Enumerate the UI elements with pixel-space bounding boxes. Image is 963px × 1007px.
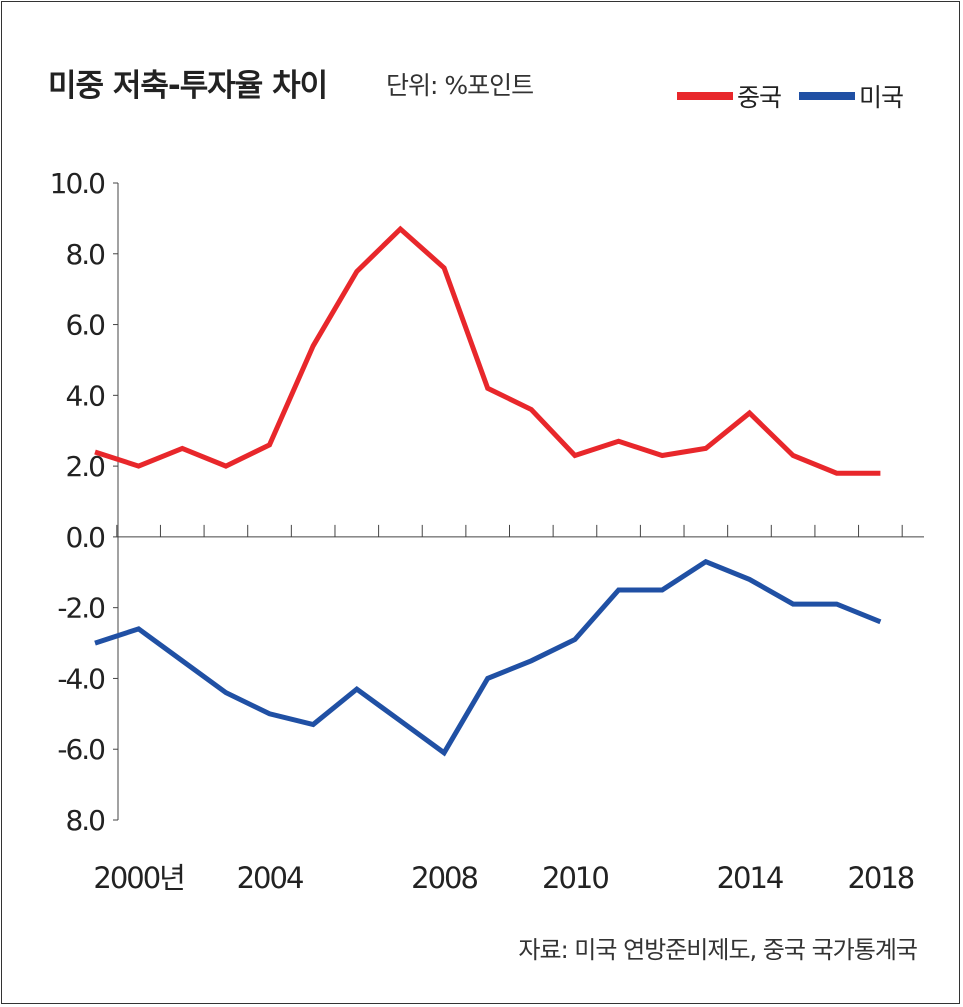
legend: 중국 미국 [677, 78, 921, 114]
legend-item-usa: 미국 [799, 78, 904, 114]
y-tick-label: -4.0 [57, 662, 104, 695]
source-note: 자료: 미국 연방준비제도, 중국 국가통계국 [518, 936, 918, 964]
x-tick-label: 2010 [542, 861, 608, 895]
legend-label-china: 중국 [737, 83, 782, 112]
y-tick-label: 10.0 [50, 167, 105, 200]
y-tick-labels: 10.08.06.04.02.00.0-2.0-4.0-6.08.0 [50, 167, 107, 837]
x-tick-label: 2000년 [93, 861, 183, 895]
y-tick-label: 8.0 [65, 238, 104, 271]
legend-swatch-china [677, 92, 733, 100]
y-tick-label: -6.0 [57, 733, 104, 766]
chart-title: 미중 저축-투자율 차이 [48, 68, 328, 104]
legend-label-usa: 미국 [859, 83, 904, 112]
series-line-usa [94, 558, 882, 757]
series-lines [94, 225, 882, 757]
series-line-china [94, 225, 881, 476]
unit-label: 단위: %포인트 [386, 71, 534, 100]
y-tick-label: -2.0 [57, 592, 104, 625]
legend-item-china: 중국 [677, 78, 782, 114]
x-tick-label: 2008 [411, 861, 477, 895]
x-tick-label: 2004 [237, 861, 303, 895]
y-tick-label: 0.0 [65, 521, 104, 554]
x-tick-label: 2018 [847, 861, 913, 895]
x-tick-labels: 2000년 2004 2008 2010 2014 2018 [93, 861, 915, 895]
y-tick-label: 6.0 [65, 309, 104, 342]
legend-swatch-usa [799, 92, 856, 100]
y-tick-label: 4.0 [65, 379, 104, 412]
x-tick-label: 2014 [717, 861, 783, 895]
axes [113, 182, 924, 821]
y-tick-label: 8.0 [65, 804, 104, 837]
